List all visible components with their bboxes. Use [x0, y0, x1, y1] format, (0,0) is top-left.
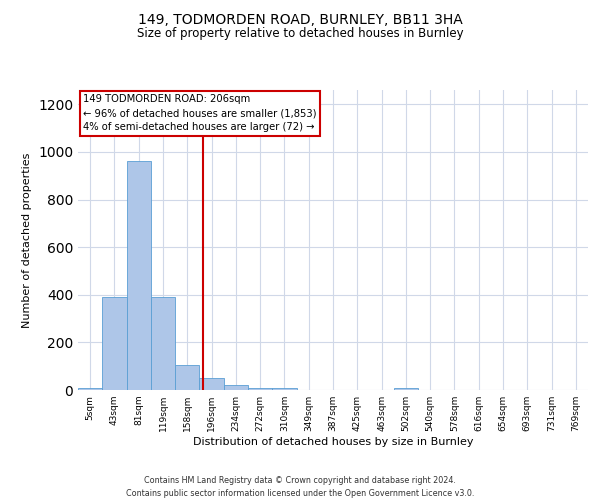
Bar — [127, 162, 151, 390]
Bar — [175, 365, 199, 390]
Text: Contains HM Land Registry data © Crown copyright and database right 2024.
Contai: Contains HM Land Registry data © Crown c… — [126, 476, 474, 498]
Text: 149, TODMORDEN ROAD, BURNLEY, BB11 3HA: 149, TODMORDEN ROAD, BURNLEY, BB11 3HA — [137, 12, 463, 26]
Text: 149 TODMORDEN ROAD: 206sqm
← 96% of detached houses are smaller (1,853)
4% of se: 149 TODMORDEN ROAD: 206sqm ← 96% of deta… — [83, 94, 317, 132]
Bar — [394, 388, 418, 390]
Y-axis label: Number of detached properties: Number of detached properties — [22, 152, 32, 328]
Text: Size of property relative to detached houses in Burnley: Size of property relative to detached ho… — [137, 28, 463, 40]
X-axis label: Distribution of detached houses by size in Burnley: Distribution of detached houses by size … — [193, 437, 473, 447]
Bar — [199, 378, 224, 390]
Bar — [102, 297, 127, 390]
Bar — [224, 385, 248, 390]
Bar — [151, 297, 175, 390]
Bar — [248, 388, 272, 390]
Bar — [78, 388, 102, 390]
Bar — [272, 388, 296, 390]
